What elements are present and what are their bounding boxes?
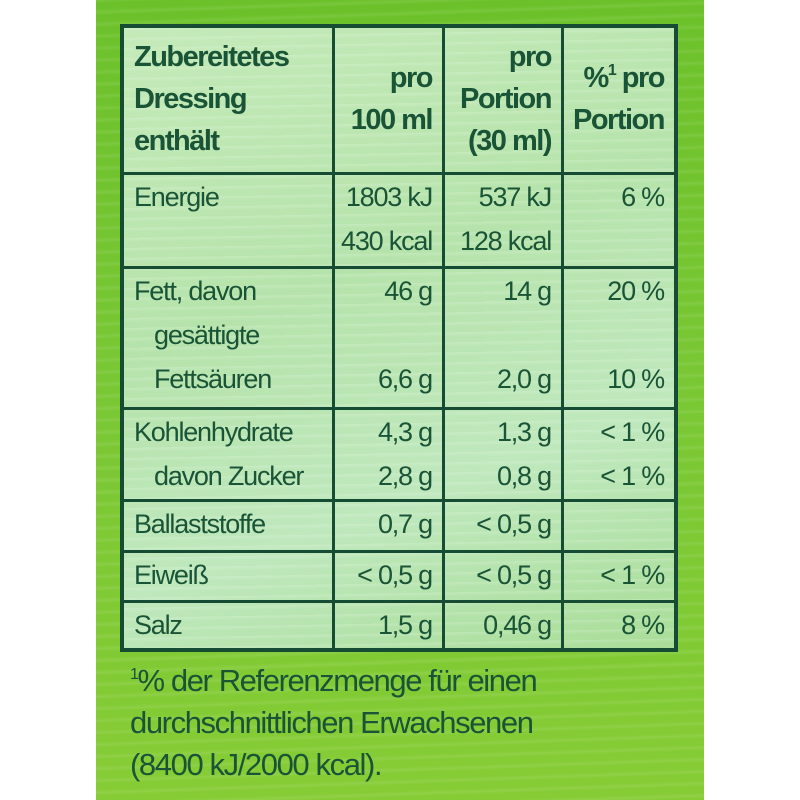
value: 8 % [621,610,665,640]
value: 2,0 g [496,364,552,394]
row-divider [124,172,674,175]
value: 6 % [621,182,665,212]
row-divider [124,407,674,410]
header-line: 100 ml [350,104,434,136]
row-energie-label: Energie [124,175,332,219]
value [445,313,551,357]
value: 1803 kJ [345,182,433,212]
nutrient-subname: Fettsäuren [154,364,272,394]
nutrient-subname: davon Zucker [154,461,304,491]
row-energie-pct: 6 % [564,175,674,219]
header-line: pro [389,62,434,94]
nutrient-name: Fett, davon [134,276,257,306]
value: 2,8 g [377,461,433,491]
nutrient-name: Kohlenhydrate [134,417,294,447]
row-divider [124,266,674,269]
row-divider [124,550,674,553]
value: 0,46 g [483,610,552,640]
value: 4,3 g [377,417,433,447]
footnote-marker: 1 [607,62,617,79]
header-line: Portion [573,104,666,136]
value: 10 % [607,364,665,394]
header-nutrient: Zubereitetes Dressing enthält [124,36,332,162]
row-kohlenhydrate-per100: 4,3 g 2,8 g [335,410,442,498]
row-kohlenhydrate-label: Kohlenhydrate davon Zucker [124,410,332,498]
value: 1,5 g [377,610,433,640]
value: 537 kJ [478,182,553,212]
row-salz-per100: 1,5 g [335,603,442,647]
value: 14 g [503,276,552,306]
row-ballaststoffe-per100: 0,7 g [335,502,442,546]
header-line: Portion [460,83,553,115]
header-line: Dressing [134,83,248,115]
value: < 0,5 g [357,560,433,590]
footnote-line: % der Referenzmenge für einen [137,663,538,698]
value: 128 kcal [460,226,552,256]
nutrient-name: Eiweiß [134,560,209,590]
column-divider [332,28,335,648]
header-line: enthält [134,125,220,157]
value: 430 kcal [341,226,433,256]
value [564,313,664,357]
value: 46 g [384,276,433,306]
nutrient-name: Energie [134,182,220,212]
header-per-100ml: pro 100 ml [335,57,442,141]
row-ballaststoffe-label: Ballaststoffe [124,502,332,546]
row-kohlenhydrate-pct: < 1 % < 1 % [564,410,674,498]
nutrition-table: Zubereitetes Dressing enthält pro 100 ml… [120,24,678,652]
percent-sign: % [583,62,610,94]
row-salz-label: Salz [124,603,332,647]
row-kohlenhydrate-perportion: 1,3 g 0,8 g [445,410,561,498]
value: < 1 % [600,560,665,590]
header-percent-ri: %1 pro Portion [564,57,674,141]
row-energie-perportion: 537 kJ 128 kcal [445,175,561,263]
row-fett-per100: 46 g 6,6 g [335,269,442,401]
column-divider [442,28,445,648]
nutrient-subname: gesättigte [154,320,260,350]
row-eiweiss-perportion: < 0,5 g [445,553,561,597]
value: 0,7 g [377,509,433,539]
header-line: Zubereitetes [134,41,290,73]
header-per-portion: pro Portion (30 ml) [445,36,561,162]
footnote: 1% der Referenzmenge für einen durchschn… [130,660,690,786]
value: 6,6 g [377,364,433,394]
header-line: pro [615,62,666,94]
row-divider [124,600,674,603]
row-eiweiss-pct: < 1 % [564,553,674,597]
value: < 1 % [600,461,665,491]
row-salz-perportion: 0,46 g [445,603,561,647]
row-ballaststoffe-perportion: < 0,5 g [445,502,561,546]
header-line: (30 ml) [468,125,552,157]
footnote-marker: 1 [130,666,139,683]
row-fett-label: Fett, davon gesättigte Fettsäuren [124,269,332,401]
value: 1,3 g [496,417,552,447]
value: 20 % [607,276,665,306]
row-fett-pct: 20 % 10 % [564,269,674,401]
value: 0,8 g [496,461,552,491]
nutrient-name: Ballaststoffe [134,509,266,539]
row-fett-perportion: 14 g 2,0 g [445,269,561,401]
row-eiweiss-label: Eiweiß [124,553,332,597]
nutrient-name: Salz [134,610,183,640]
value [335,313,432,357]
header-line: pro [508,41,553,73]
row-salz-pct: 8 % [564,603,674,647]
row-energie-per100: 1803 kJ 430 kcal [335,175,442,263]
value: < 0,5 g [476,509,552,539]
value: < 1 % [600,417,665,447]
footnote-line: (8400 kJ/2000 kcal). [130,747,383,782]
footnote-line: durchschnittlichen Erwachsenen [130,705,534,740]
column-divider [561,28,564,648]
value: < 0,5 g [476,560,552,590]
row-divider [124,499,674,502]
row-eiweiss-per100: < 0,5 g [335,553,442,597]
